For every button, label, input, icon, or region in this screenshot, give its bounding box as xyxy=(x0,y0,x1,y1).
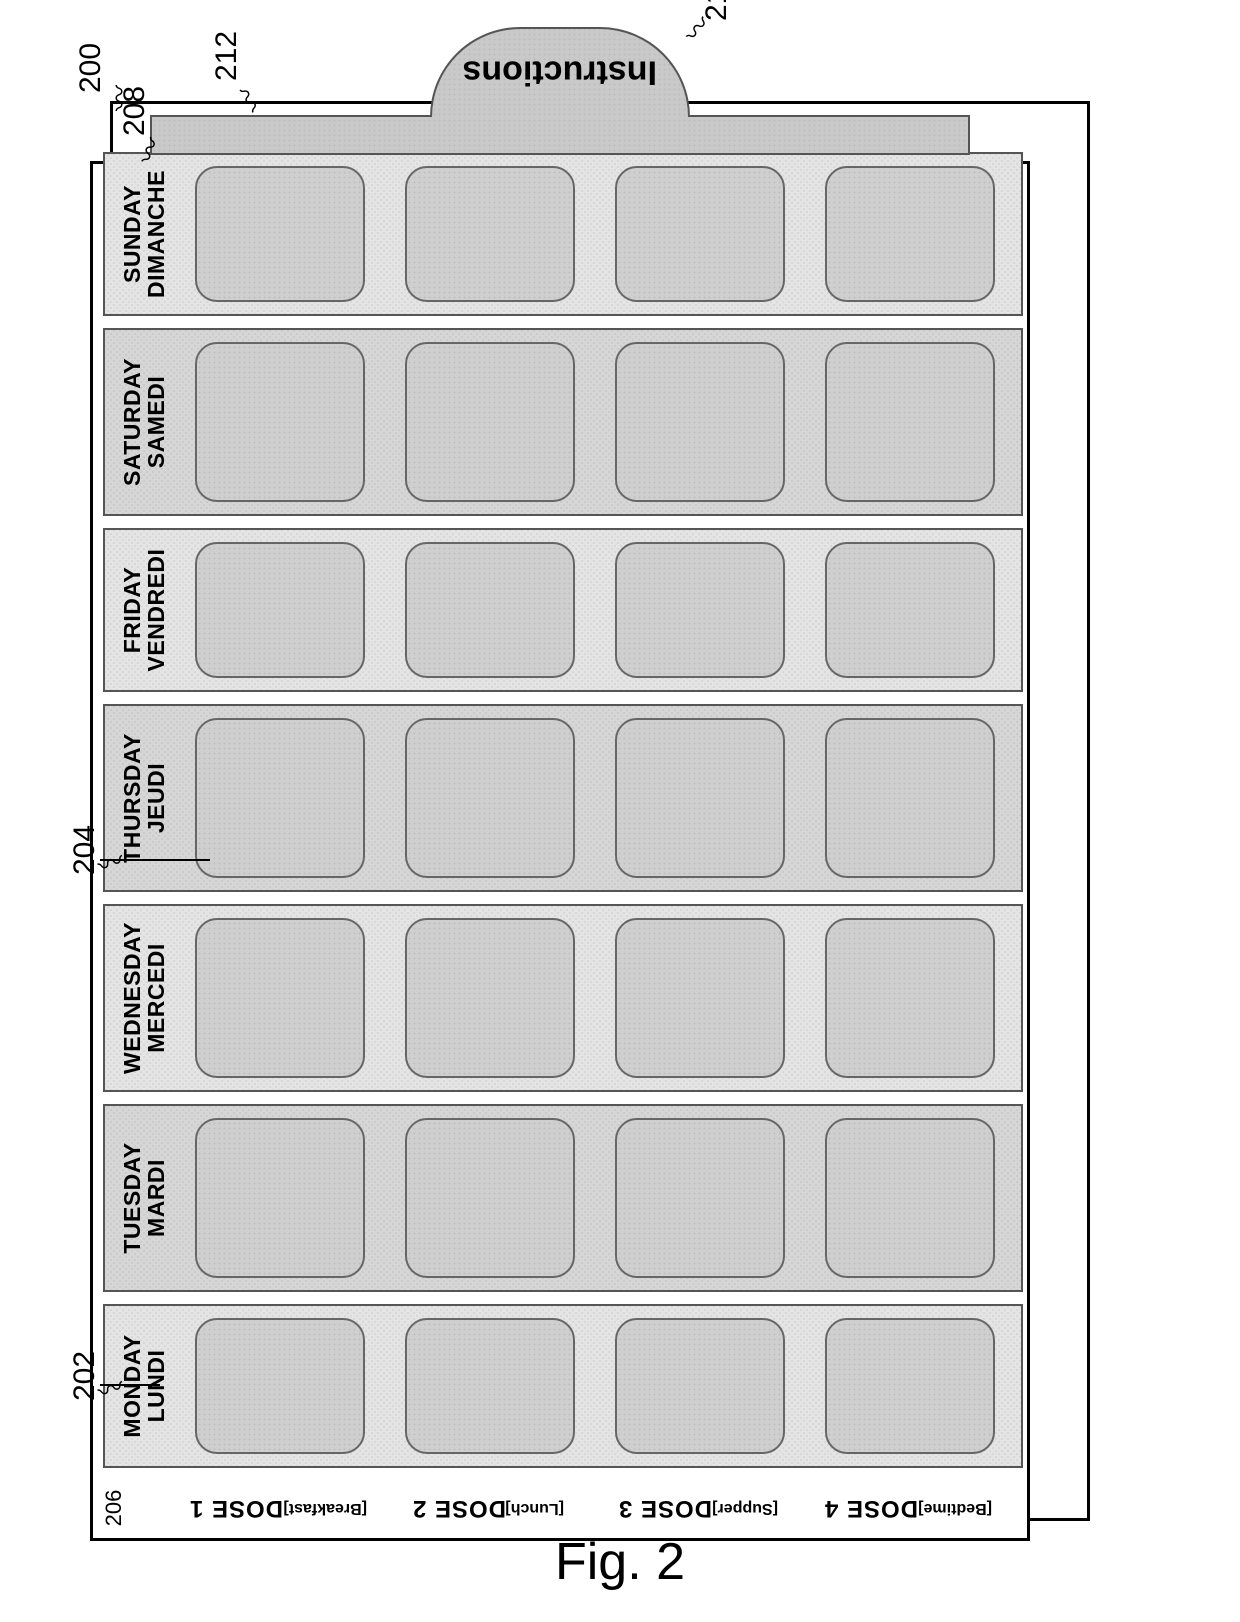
day-en: FRIDAY xyxy=(120,567,144,654)
day-column: FRIDAYVENDREDI xyxy=(103,528,1023,692)
dose-cell xyxy=(615,166,785,302)
dose-cell xyxy=(195,718,365,878)
day-fr: LUNDI xyxy=(144,1350,168,1423)
dose-label-main: DOSE 4 xyxy=(824,1494,918,1522)
day-fr: MERCEDI xyxy=(144,943,168,1053)
day-en: WEDNESDAY xyxy=(120,922,144,1074)
dose-label-sub: [Breakfast] xyxy=(283,1499,367,1517)
dose-cell xyxy=(825,542,995,678)
day-header: TUESDAYMARDI xyxy=(105,1106,183,1290)
dose-cell xyxy=(405,166,575,302)
day-fr: VENDREDI xyxy=(144,549,168,672)
instructions-label: Instructions xyxy=(430,27,690,117)
dose-cell xyxy=(825,342,995,502)
callout-212: 212 xyxy=(210,31,244,81)
dose-label-sub: [Supper] xyxy=(712,1499,778,1517)
day-en: SUNDAY xyxy=(120,185,144,283)
dose-cell xyxy=(195,342,365,502)
dose-cell xyxy=(405,918,575,1078)
dose-label-sub: [Bedtime] xyxy=(918,1499,992,1517)
dose-label-main: DOSE 3 xyxy=(618,1494,712,1522)
dose-label: [Lunch]DOSE 2 xyxy=(388,1478,588,1538)
day-column: SUNDAYDIMANCHE xyxy=(103,152,1023,316)
callout-208: 208 xyxy=(118,86,152,136)
dose-cell xyxy=(615,542,785,678)
day-en: THURSDAY xyxy=(120,733,144,863)
dose-strip: 206 [Breakfast]DOSE 1[Lunch]DOSE 2[Suppe… xyxy=(93,1478,1027,1538)
dose-label-main: DOSE 1 xyxy=(189,1494,283,1522)
dose-label: [Bedtime]DOSE 4 xyxy=(808,1478,1008,1538)
dose-cell xyxy=(405,342,575,502)
dose-cell xyxy=(195,1318,365,1454)
dose-cell xyxy=(195,166,365,302)
dose-cell xyxy=(615,342,785,502)
dose-cell xyxy=(195,1118,365,1278)
dose-cell xyxy=(825,918,995,1078)
day-column: TUESDAYMARDI xyxy=(103,1104,1023,1292)
corner-ref: 206 xyxy=(93,1478,183,1538)
dose-cell xyxy=(615,1318,785,1454)
dose-label: [Supper]DOSE 3 xyxy=(598,1478,798,1538)
day-fr: MARDI xyxy=(144,1159,168,1237)
dose-cell xyxy=(825,166,995,302)
day-column: MONDAYLUNDI xyxy=(103,1304,1023,1468)
blister-card: 206 [Breakfast]DOSE 1[Lunch]DOSE 2[Suppe… xyxy=(90,161,1030,1541)
dose-cell xyxy=(615,1118,785,1278)
dose-cell xyxy=(825,1118,995,1278)
dose-cell xyxy=(405,1318,575,1454)
day-column: WEDNESDAYMERCEDI xyxy=(103,904,1023,1092)
day-fr: JEUDI xyxy=(144,763,168,833)
dose-label-sub: [Lunch] xyxy=(506,1499,565,1517)
day-en: SATURDAY xyxy=(120,358,144,486)
dose-cell xyxy=(195,918,365,1078)
dose-cell xyxy=(825,1318,995,1454)
dose-cell xyxy=(405,542,575,678)
instructions-bar xyxy=(150,115,970,155)
day-column: THURSDAYJEUDI xyxy=(103,704,1023,892)
dose-cell xyxy=(405,1118,575,1278)
dose-label-main: DOSE 2 xyxy=(412,1494,506,1522)
figure-stage: 206 [Breakfast]DOSE 1[Lunch]DOSE 2[Suppe… xyxy=(0,0,1240,1622)
day-en: TUESDAY xyxy=(120,1142,144,1253)
day-header: SATURDAYSAMEDI xyxy=(105,330,183,514)
day-fr: DIMANCHE xyxy=(144,170,168,298)
day-fr: SAMEDI xyxy=(144,376,168,468)
day-header: FRIDAYVENDREDI xyxy=(105,530,183,690)
day-header: WEDNESDAYMERCEDI xyxy=(105,906,183,1090)
figure-caption: Fig. 2 xyxy=(555,1532,685,1592)
rotated-group: 206 [Breakfast]DOSE 1[Lunch]DOSE 2[Suppe… xyxy=(70,61,1170,1561)
dose-cell xyxy=(825,718,995,878)
day-header: SUNDAYDIMANCHE xyxy=(105,154,183,314)
dose-cell xyxy=(615,918,785,1078)
dose-cell xyxy=(405,718,575,878)
dose-cell xyxy=(615,718,785,878)
dose-cell xyxy=(195,542,365,678)
day-column: SATURDAYSAMEDI xyxy=(103,328,1023,516)
dose-label: [Breakfast]DOSE 1 xyxy=(178,1478,378,1538)
